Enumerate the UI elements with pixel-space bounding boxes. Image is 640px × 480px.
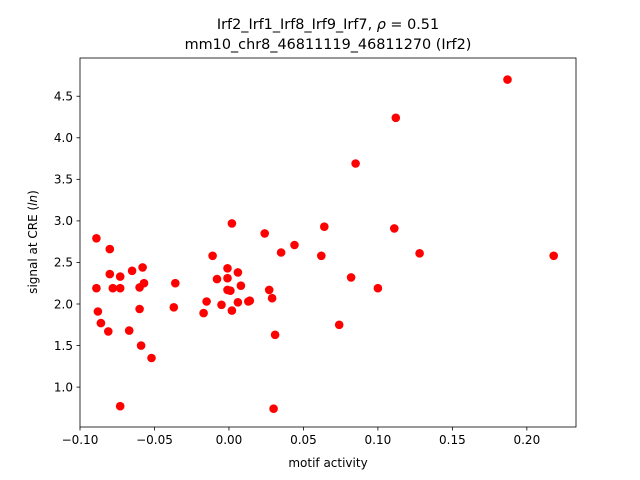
data-point [108,283,118,293]
data-point [415,249,424,258]
y-tick-label: 3.0 [54,214,73,228]
data-point [199,308,208,318]
chart-title-rho-value: = 0.51 [386,17,439,33]
x-tick-label: −0.05 [136,433,173,447]
data-point [202,297,211,306]
chart-title: Irf2_Irf1_Irf8_Irf9_Irf7, ρ = 0.51 [217,17,439,33]
data-point [212,274,222,284]
data-point [105,269,115,279]
data-point [124,326,134,335]
chart-subtitle: mm10_chr8_46811119_46811270 (Irf2) [185,37,472,53]
data-point [135,304,144,314]
data-point [351,159,360,168]
y-tick-label: 2.5 [54,256,73,270]
data-point [276,248,286,257]
data-point [390,224,399,233]
data-point [127,266,137,276]
axes-frame [79,57,577,428]
y-tick-label: 1.0 [54,380,73,394]
data-point [147,353,156,363]
data-point [115,401,125,411]
data-point [139,278,149,288]
x-tick-label: 0.20 [513,433,540,447]
chart-title-rho-symbol: ρ [377,17,386,33]
data-point [92,283,101,293]
data-point [236,281,246,291]
data-point [223,273,232,283]
data-point [233,268,243,277]
data-point [136,341,146,350]
data-point [320,222,329,231]
data-point [270,330,280,340]
data-point [227,219,237,228]
data-point [245,296,255,306]
data-point [346,273,356,282]
data-point [105,244,115,254]
y-tick-label: 1.5 [54,339,73,353]
data-point [223,264,232,273]
data-point [226,286,235,296]
x-tick-label: 0.15 [439,433,466,447]
data-point [93,307,103,316]
data-point [269,404,278,414]
data-point [391,113,401,123]
data-point [290,240,299,250]
y-axis-label-prefix: signal at CRE ( [26,206,40,294]
data-point [115,283,125,293]
data-point [264,285,274,295]
data-point [260,229,270,238]
data-point [317,251,326,261]
data-point [373,283,383,293]
data-point [217,300,226,310]
data-point [267,293,277,303]
plot-area: −0.10 −0.05 0.00 0.05 0.10 0.15 0.20 1.0 1.5 2.0 2… [54,57,577,447]
y-axis-label: signal at CRE (ln) [26,190,40,294]
y-axis-label-italic: ln [26,195,40,206]
data-point [233,298,243,307]
data-point [334,320,344,330]
data-point [138,263,147,272]
x-tick-label: 0.10 [365,433,392,447]
data-point [208,251,217,261]
data-point [104,327,113,336]
chart-title-main: Irf2_Irf1_Irf8_Irf9_Irf7, [217,17,377,33]
x-axis-label: motif activity [288,456,367,470]
data-point [169,303,179,312]
data-point [96,318,106,328]
y-tick-label: 2.0 [54,297,73,311]
x-tick-label: 0.05 [290,433,317,447]
data-point [171,278,180,288]
data-point [115,272,125,281]
data-point [549,251,558,261]
x-tick-label: −0.10 [62,433,99,447]
y-tick-label: 4.5 [54,90,73,104]
y-axis-label-suffix: ) [26,190,40,195]
data-point [503,75,512,84]
y-tick-label: 4.0 [54,131,73,145]
data-point [227,306,237,315]
x-tick-label: 0.00 [216,433,243,447]
y-tick-label: 3.5 [54,173,73,187]
data-point [92,234,101,243]
